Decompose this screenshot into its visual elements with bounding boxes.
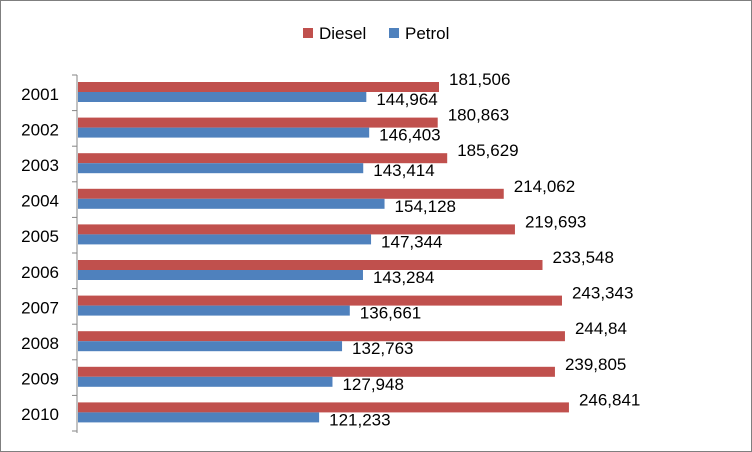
data-label-petrol-2001: 144,964	[376, 90, 437, 109]
data-label-petrol-2003: 143,414	[373, 161, 434, 180]
bar-petrol-2004	[78, 198, 385, 209]
bar-petrol-2005	[78, 234, 372, 245]
bar-petrol-2007	[78, 305, 350, 316]
y-tick-label: 2003	[21, 156, 59, 175]
data-label-diesel-2006: 233,548	[553, 248, 614, 267]
y-tick-label: 2006	[21, 263, 59, 282]
data-label-diesel-2005: 219,693	[525, 212, 586, 231]
bar-diesel-2006	[78, 260, 543, 270]
data-label-petrol-2009: 127,948	[342, 375, 403, 394]
bar-diesel-2010	[78, 402, 569, 413]
y-tick-label: 2008	[21, 334, 59, 353]
bar-petrol-2002	[78, 127, 370, 138]
bar-petrol-2003	[78, 163, 364, 174]
data-label-diesel-2010: 246,841	[579, 390, 640, 409]
y-tick-label: 2001	[21, 85, 59, 104]
legend-label-diesel: Diesel	[319, 24, 366, 43]
data-label-petrol-2005: 147,344	[381, 232, 442, 251]
data-label-diesel-2003: 185,629	[457, 141, 518, 160]
data-label-petrol-2007: 136,661	[360, 304, 421, 323]
data-label-petrol-2006: 143,284	[373, 268, 434, 287]
data-label-petrol-2004: 154,128	[395, 197, 456, 216]
data-label-diesel-2007: 243,343	[572, 284, 633, 303]
data-label-petrol-2002: 146,403	[379, 126, 440, 145]
bar-diesel-2003	[78, 153, 448, 164]
bar-diesel-2005	[78, 224, 515, 235]
bar-petrol-2010	[78, 412, 320, 423]
legend-label-petrol: Petrol	[405, 24, 449, 43]
legend-swatch-diesel	[303, 28, 313, 38]
bar-petrol-2008	[78, 341, 343, 352]
y-tick-label: 2002	[21, 120, 59, 139]
data-label-diesel-2009: 239,805	[565, 355, 626, 374]
bar-diesel-2001	[78, 82, 439, 92]
data-label-diesel-2001: 181,506	[449, 70, 510, 89]
data-label-diesel-2002: 180,863	[448, 106, 509, 125]
y-tick-label: 2004	[21, 192, 59, 211]
legend: Diesel Petrol	[303, 24, 449, 43]
bar-diesel-2007	[78, 295, 562, 306]
legend-swatch-petrol	[389, 28, 399, 38]
bar-petrol-2009	[78, 376, 333, 387]
data-label-petrol-2008: 132,763	[352, 339, 413, 358]
y-tick-label: 2009	[21, 370, 59, 389]
y-tick-label: 2010	[21, 405, 59, 424]
y-tick-label: 2005	[21, 227, 59, 246]
bar-diesel-2008	[78, 331, 565, 342]
bar-diesel-2004	[78, 188, 504, 199]
bar-diesel-2002	[78, 117, 438, 128]
bar-diesel-2009	[78, 366, 555, 377]
data-label-diesel-2008: 244,84	[575, 319, 627, 338]
bar-petrol-2006	[78, 270, 363, 280]
bar-petrol-2001	[78, 92, 367, 102]
data-label-petrol-2010: 121,233	[329, 410, 390, 429]
data-label-diesel-2004: 214,062	[514, 177, 575, 196]
y-tick-label: 2007	[21, 298, 59, 317]
